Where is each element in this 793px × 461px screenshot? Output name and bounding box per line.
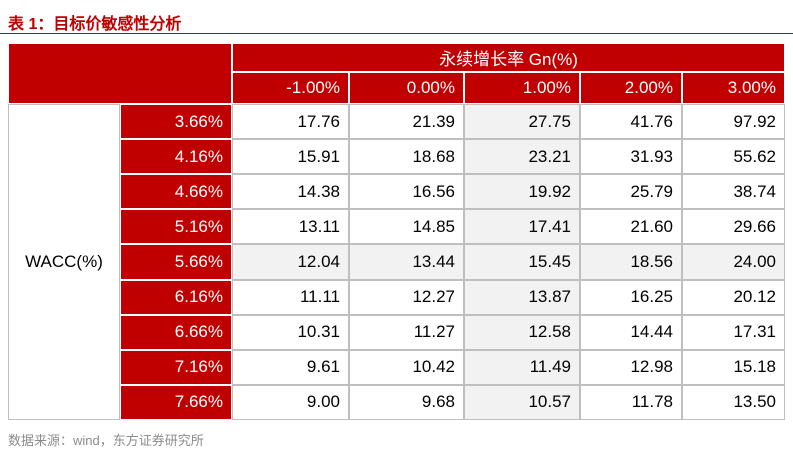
data-cell: 17.31 [682,314,785,350]
data-cell: 16.56 [349,174,464,210]
data-cell: 27.75 [464,104,580,140]
data-cell: 29.66 [682,209,785,245]
column-header: -1.00% [232,72,349,104]
corner-cell [8,43,232,104]
data-cell: 15.45 [464,244,580,280]
row-header: 7.16% [120,349,232,385]
row-header: 3.66% [120,104,232,140]
data-cell: 24.00 [682,244,785,280]
data-cell: 38.74 [682,174,785,210]
data-cell: 97.92 [682,104,785,140]
table-title: 表 1：目标价敏感性分析 [8,16,182,33]
data-cell: 12.98 [580,349,682,385]
data-cell: 17.76 [232,104,349,140]
data-cell: 23.21 [464,139,580,175]
column-header: 2.00% [580,72,682,104]
data-cell: 13.44 [349,244,464,280]
data-cell: 15.18 [682,349,785,385]
data-cell: 11.27 [349,314,464,350]
row-header: 7.66% [120,384,232,420]
title-rule [0,33,793,34]
data-cell: 25.79 [580,174,682,210]
data-cell: 14.44 [580,314,682,350]
data-cell: 41.76 [580,104,682,140]
data-cell: 11.78 [580,384,682,420]
data-cell: 9.00 [232,384,349,420]
data-cell: 10.57 [464,384,580,420]
data-cell: 9.61 [232,349,349,385]
data-cell: 55.62 [682,139,785,175]
data-cell: 14.38 [232,174,349,210]
data-cell: 18.68 [349,139,464,175]
data-cell: 10.31 [232,314,349,350]
column-header: 0.00% [349,72,464,104]
row-header: 5.66% [120,244,232,280]
column-header: 1.00% [464,72,580,104]
data-cell: 12.58 [464,314,580,350]
data-cell: 19.92 [464,174,580,210]
row-header: 5.16% [120,209,232,245]
data-cell: 31.93 [580,139,682,175]
data-cell: 16.25 [580,279,682,315]
data-cell: 13.11 [232,209,349,245]
column-group-header: 永续增长率 Gn(%) [232,43,785,72]
row-header: 4.16% [120,139,232,175]
data-cell: 12.04 [232,244,349,280]
data-cell: 11.11 [232,279,349,315]
data-cell: 12.27 [349,279,464,315]
data-cell: 18.56 [580,244,682,280]
data-cell: 9.68 [349,384,464,420]
row-header: 6.16% [120,279,232,315]
data-cell: 13.50 [682,384,785,420]
data-cell: 21.39 [349,104,464,140]
data-cell: 15.91 [232,139,349,175]
data-cell: 10.42 [349,349,464,385]
data-cell: 13.87 [464,279,580,315]
data-cell: 14.85 [349,209,464,245]
data-cell: 21.60 [580,209,682,245]
source-note: 数据来源：wind，东方证券研究所 [8,433,204,448]
data-cell: 11.49 [464,349,580,385]
row-header: 6.66% [120,314,232,350]
row-header: 4.66% [120,174,232,210]
column-header: 3.00% [682,72,785,104]
data-cell: 20.12 [682,279,785,315]
row-group-header: WACC(%) [8,104,120,420]
data-cell: 17.41 [464,209,580,245]
